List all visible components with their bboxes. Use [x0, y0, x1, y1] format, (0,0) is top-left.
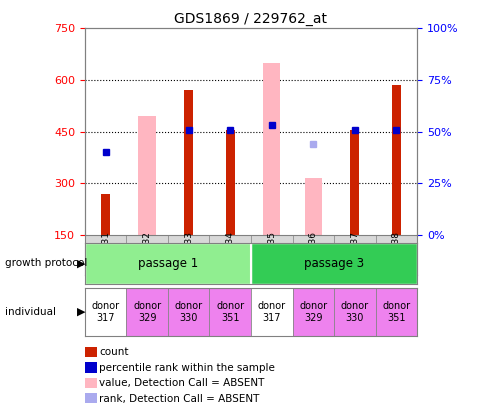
Bar — [375, 288, 416, 336]
Title: GDS1869 / 229762_at: GDS1869 / 229762_at — [174, 12, 327, 26]
Text: percentile rank within the sample: percentile rank within the sample — [99, 363, 275, 373]
Bar — [101, 194, 110, 235]
Text: donor
317: donor 317 — [257, 301, 285, 323]
Bar — [225, 130, 234, 235]
Text: GSM92237: GSM92237 — [349, 231, 359, 279]
Text: donor
317: donor 317 — [91, 301, 120, 323]
Bar — [167, 288, 209, 336]
Bar — [304, 178, 321, 235]
Bar — [292, 288, 333, 336]
Text: value, Detection Call = ABSENT: value, Detection Call = ABSENT — [99, 378, 264, 388]
Text: GSM92236: GSM92236 — [308, 231, 317, 279]
Bar — [184, 90, 193, 235]
Bar — [349, 130, 359, 235]
Bar — [391, 85, 400, 235]
Text: donor
329: donor 329 — [133, 301, 161, 323]
Bar — [251, 243, 416, 284]
Bar — [262, 63, 280, 235]
Bar — [209, 288, 251, 336]
Text: ▶: ▶ — [76, 258, 85, 268]
Text: GSM92238: GSM92238 — [391, 231, 400, 279]
Text: GSM92235: GSM92235 — [267, 231, 276, 279]
Bar — [333, 288, 375, 336]
Text: donor
330: donor 330 — [174, 301, 202, 323]
Text: donor
329: donor 329 — [299, 301, 327, 323]
Bar — [251, 288, 292, 336]
Text: ▶: ▶ — [76, 307, 85, 317]
Bar — [85, 243, 251, 284]
Text: rank, Detection Call = ABSENT: rank, Detection Call = ABSENT — [99, 394, 259, 403]
Text: GSM92231: GSM92231 — [101, 231, 110, 279]
Text: passage 3: passage 3 — [303, 257, 363, 270]
Text: donor
351: donor 351 — [381, 301, 409, 323]
Text: individual: individual — [5, 307, 56, 317]
Text: GSM92233: GSM92233 — [184, 231, 193, 279]
Text: donor
351: donor 351 — [216, 301, 244, 323]
Text: GSM92234: GSM92234 — [225, 231, 234, 279]
Text: donor
330: donor 330 — [340, 301, 368, 323]
Bar — [138, 116, 155, 235]
Text: GSM92232: GSM92232 — [142, 231, 151, 279]
Text: growth protocol: growth protocol — [5, 258, 87, 268]
Bar — [126, 288, 167, 336]
Bar — [85, 288, 126, 336]
Text: passage 1: passage 1 — [137, 257, 197, 270]
Text: count: count — [99, 347, 129, 357]
